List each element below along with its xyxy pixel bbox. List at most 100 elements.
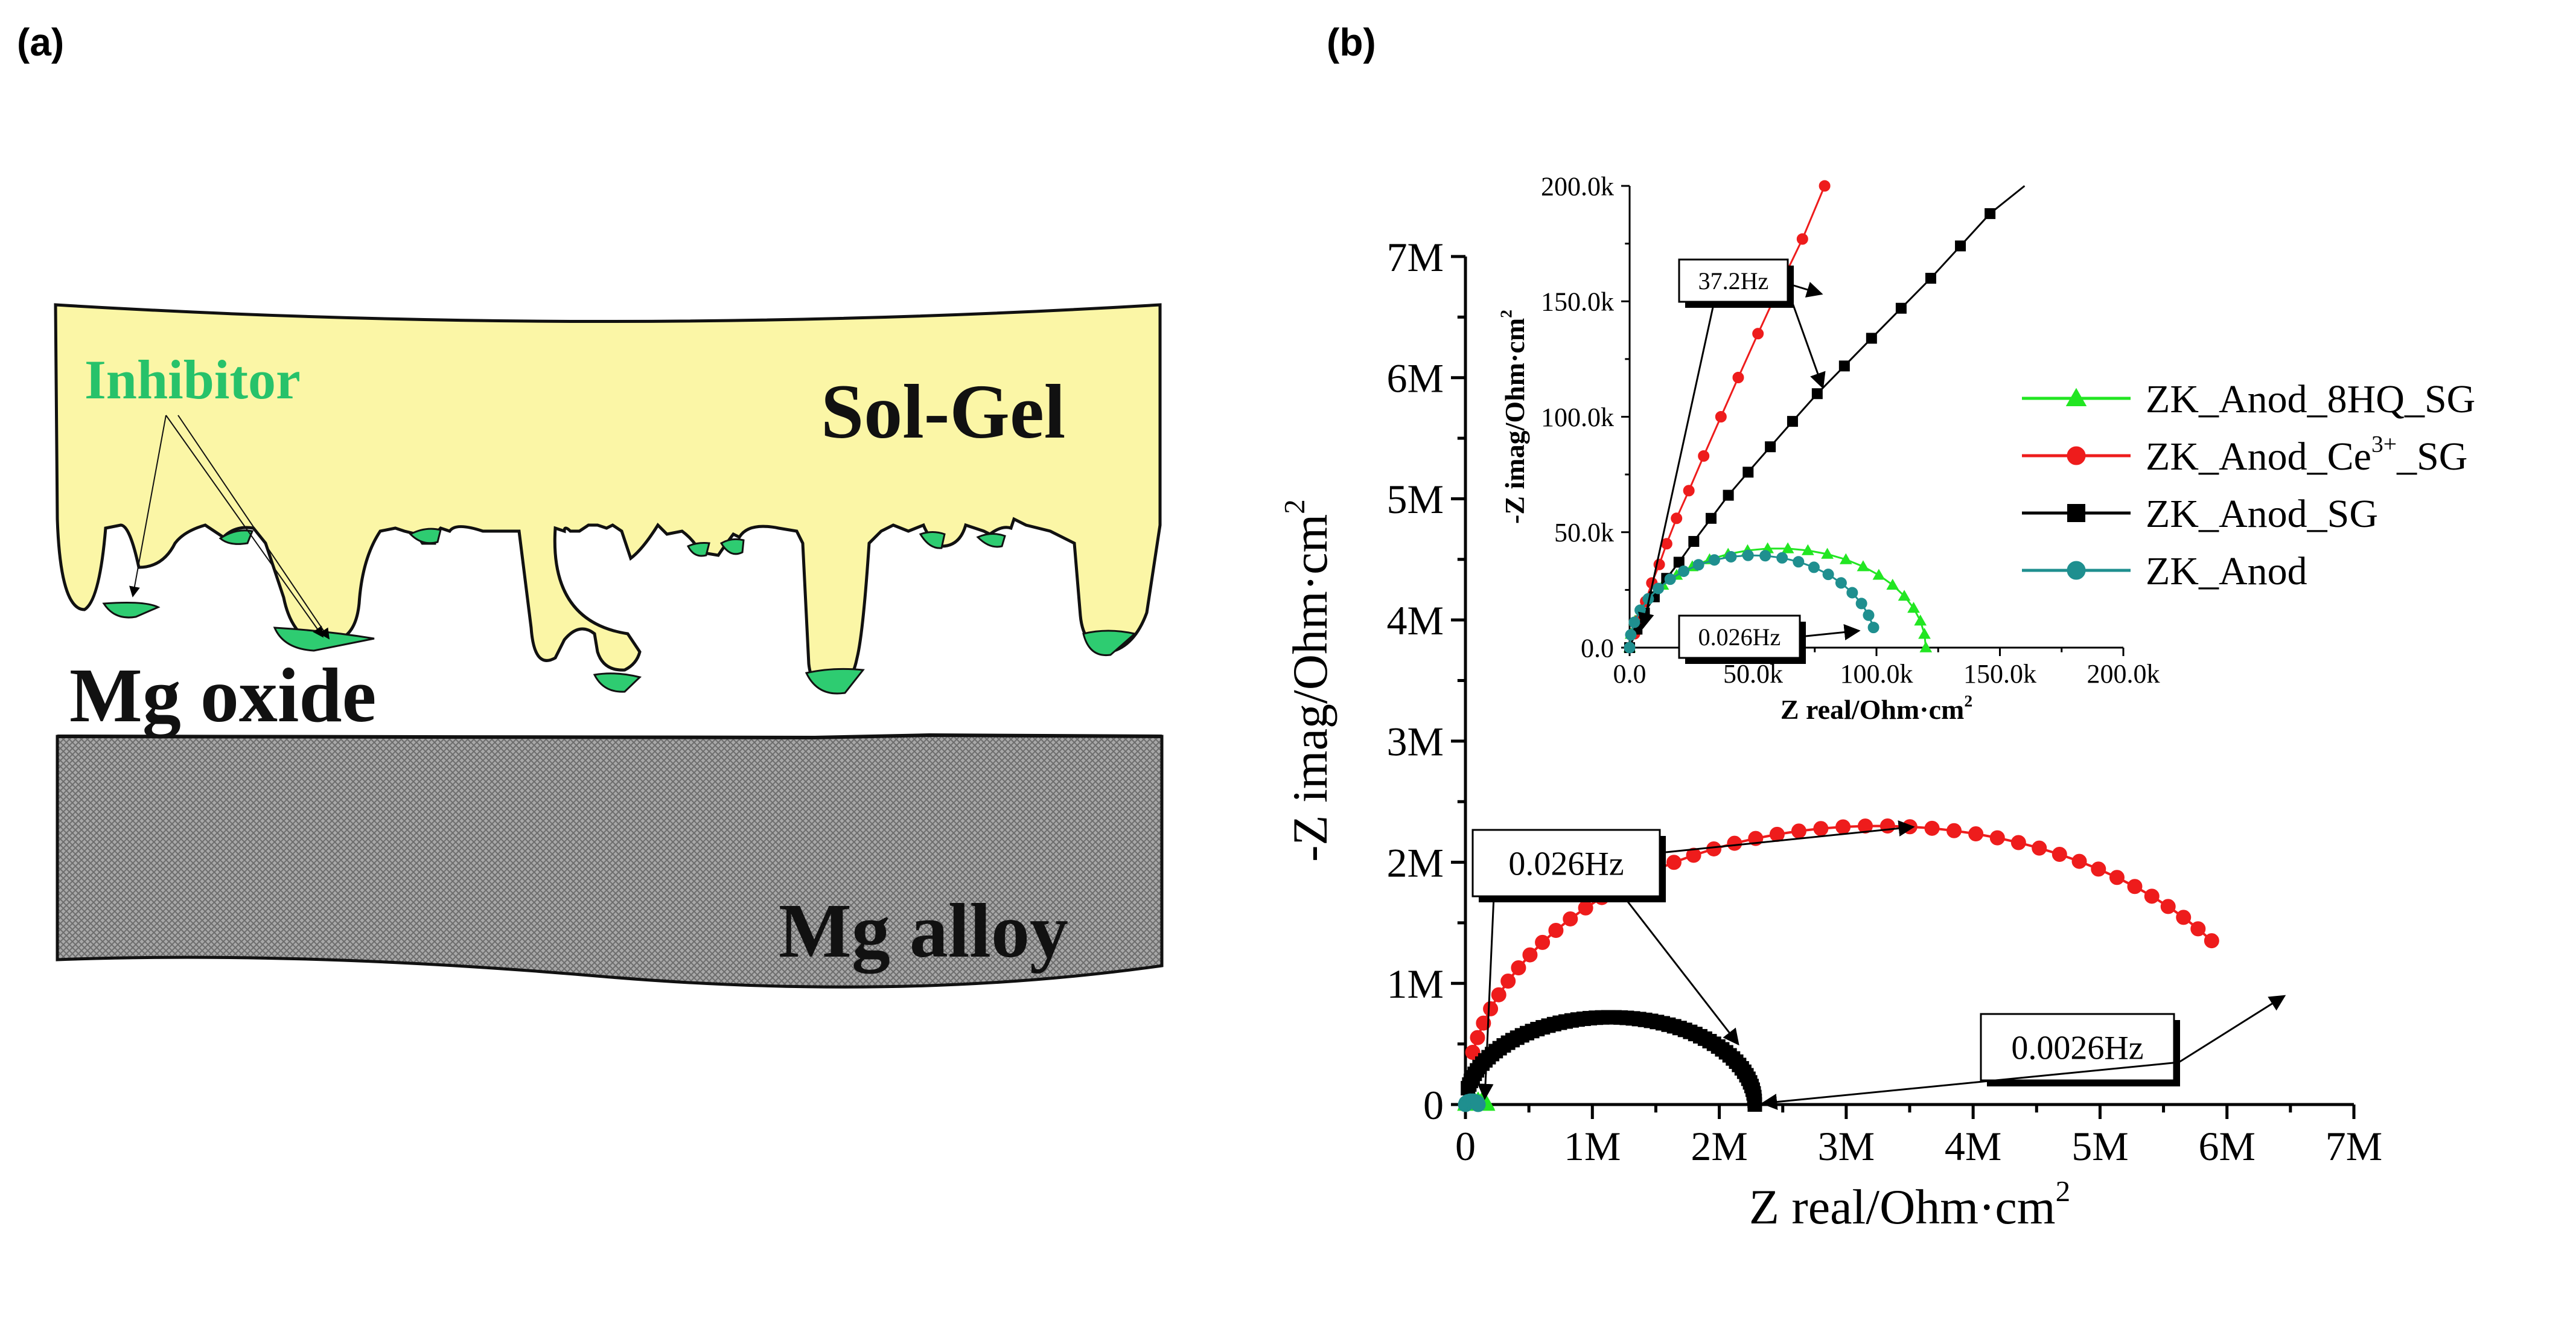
y-tick-label: 5M xyxy=(1387,476,1444,522)
data-point xyxy=(1765,441,1776,453)
data-point xyxy=(1989,830,2005,846)
data-point xyxy=(2127,879,2143,894)
inhibitor-deposit xyxy=(218,529,254,545)
mg-alloy-label: Mg alloy xyxy=(779,888,1068,974)
series-ZK_Anod xyxy=(1458,1093,1486,1112)
inhibitor-arrow xyxy=(129,415,167,598)
x-tick-label: 50.0k xyxy=(1723,659,1783,689)
data-point xyxy=(1666,855,1682,870)
data-point xyxy=(1839,553,1852,564)
y-tick-label: 100.0k xyxy=(1541,403,1614,432)
arrow-to-red-peak xyxy=(1665,820,1915,853)
x-tick-label: 7M xyxy=(2326,1123,2382,1169)
data-point xyxy=(1723,489,1734,501)
y-tick-label: 3M xyxy=(1387,719,1444,765)
x-tick-label: 200.0k xyxy=(2087,659,2160,689)
inhibitor-deposit xyxy=(805,668,865,695)
data-point xyxy=(1985,208,1996,219)
data-point xyxy=(1955,240,1966,252)
legend: ZK_Anod_8HQ_SG ZK_Anod_Ce3+_SG ZK_Anod_SG Z… xyxy=(2022,377,2475,593)
y-tick-label: 1M xyxy=(1387,961,1444,1007)
arrow-to-red-end xyxy=(2178,995,2286,1063)
callout-00026hz-text: 0.0026Hz xyxy=(2011,1030,2143,1067)
data-point xyxy=(1855,598,1867,610)
data-point xyxy=(1813,821,1829,837)
x-tick-label: 2M xyxy=(1691,1123,1747,1169)
inset-arrow-teal xyxy=(1799,624,1861,640)
data-point xyxy=(2052,847,2067,862)
legend-marker xyxy=(2067,561,2086,580)
data-point xyxy=(1866,333,1877,344)
y-tick-label: 4M xyxy=(1387,598,1444,643)
mg-oxide-label: Mg oxide xyxy=(69,652,376,738)
x-tick-label: 4M xyxy=(1945,1123,2001,1169)
main-chart: 0 1M 2M 3M 4M 5M 6M 7M 0 1M 2M 3M 4M 5M 6M 7M Z real/Ohm… xyxy=(1278,234,2382,1234)
data-point xyxy=(1470,1097,1486,1112)
data-point xyxy=(1914,614,1927,626)
y-tick-label: 200.0k xyxy=(1541,171,1614,201)
data-point xyxy=(1819,180,1831,192)
oxide-alloy-interface xyxy=(57,733,1162,740)
legend-marker xyxy=(2065,387,2087,406)
data-point xyxy=(2204,933,2219,949)
data-point xyxy=(1918,628,1931,639)
data-point xyxy=(1811,388,1823,400)
x-axis-title: Z real/Ohm·cm2 xyxy=(1781,691,1972,725)
callout-0026hz-text: 0.026Hz xyxy=(1508,846,1624,883)
data-point xyxy=(1705,512,1717,524)
x-axis-title: Z real/Ohm·cm2 xyxy=(1749,1175,2070,1234)
data-point xyxy=(1776,552,1788,564)
data-point xyxy=(2071,853,2087,869)
series-line xyxy=(1467,1016,1756,1105)
data-point xyxy=(1678,565,1690,577)
x-tick-label: 5M xyxy=(2071,1123,2128,1169)
legend-item: ZK_Anod_Ce3+_SG xyxy=(2022,430,2467,479)
data-point xyxy=(1796,233,1808,245)
callout-00026hz-box xyxy=(1980,1013,2175,1082)
data-point xyxy=(1535,934,1551,950)
legend-label: ZK_Anod_Ce3+_SG xyxy=(2146,430,2467,479)
inhibitor-deposit xyxy=(593,672,642,693)
data-point xyxy=(1727,835,1742,851)
data-point xyxy=(1483,1001,1499,1016)
arrow-to-black-end xyxy=(1761,1061,2179,1111)
legend-marker xyxy=(2067,446,2086,465)
data-point xyxy=(1698,450,1710,462)
data-point xyxy=(1787,416,1798,427)
y-tick-label: 6M xyxy=(1387,356,1444,401)
x-tick-label: 1M xyxy=(1564,1123,1621,1169)
x-tick-label: 6M xyxy=(2198,1123,2255,1169)
y-tick-label: 7M xyxy=(1387,234,1444,280)
data-point xyxy=(1968,826,1984,842)
data-point xyxy=(1867,622,1879,634)
data-point xyxy=(2032,840,2047,856)
legend-item: ZK_Anod xyxy=(2022,549,2307,593)
arrow-to-black-arc xyxy=(1622,896,1739,1046)
data-point xyxy=(1628,616,1640,628)
series-ZK_Anod_SG xyxy=(1624,185,2026,653)
data-point xyxy=(1924,820,1940,836)
data-point xyxy=(1863,609,1875,621)
data-point xyxy=(1759,550,1771,562)
x-tick-label: 150.0k xyxy=(1963,659,2036,689)
inhibitor-deposit xyxy=(976,533,1006,548)
data-point xyxy=(1801,544,1814,555)
data-point xyxy=(1857,560,1870,572)
callout-0026hz-box xyxy=(1471,829,1661,898)
legend-label: ZK_Anod_8HQ_SG xyxy=(2146,377,2475,421)
data-point xyxy=(2091,861,2106,877)
mg-alloy-layer xyxy=(56,733,1164,989)
data-point xyxy=(2190,921,2206,937)
y-tick-label: 0.0 xyxy=(1581,633,1614,663)
data-point xyxy=(1747,1097,1762,1112)
y-tick-label: 0 xyxy=(1423,1082,1444,1128)
data-point xyxy=(1732,371,1744,383)
data-point xyxy=(1563,911,1578,926)
data-point xyxy=(1688,536,1700,547)
inhibitor-deposit xyxy=(102,601,161,619)
data-point xyxy=(1919,641,1933,652)
arrow-to-origin xyxy=(1477,896,1495,1100)
data-point xyxy=(1846,587,1858,599)
panel-a-diagram: Inhibitor Sol-Gel Mg oxide Mg alloy xyxy=(54,303,1164,989)
